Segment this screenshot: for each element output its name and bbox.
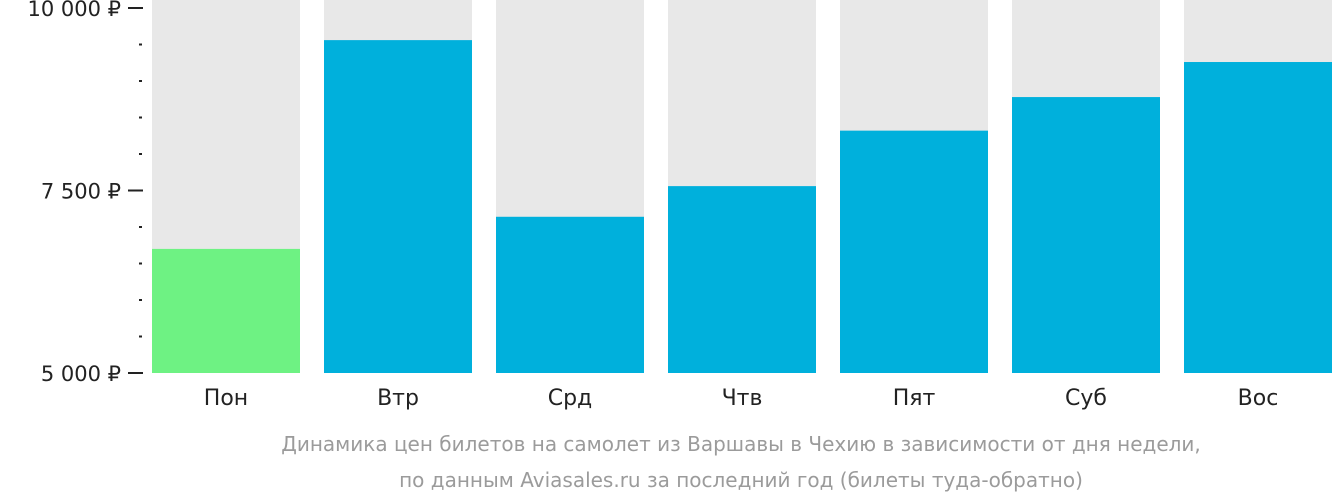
x-tick-label: Вос	[1238, 386, 1279, 411]
x-tick-label: Суб	[1065, 386, 1107, 411]
bar-3	[496, 216, 644, 373]
bar-7	[1184, 62, 1332, 374]
bar-5	[840, 130, 988, 373]
x-tick-label: Пят	[893, 386, 936, 411]
chart-caption-line-1: Динамика цен билетов на самолет из Варша…	[281, 432, 1201, 456]
y-tick-label: 5 000 ₽	[41, 362, 121, 386]
bar-6	[1012, 97, 1160, 373]
chart-plot: 5 000 ₽ 7 500 ₽ 10 000 ₽ Пон Втр Срд Чтв Пят Суб…	[27, 0, 1332, 411]
bar-1	[152, 248, 300, 373]
chart-caption-line-2: по данным Aviasales.ru за последний год …	[399, 468, 1083, 492]
y-tick-label: 7 500 ₽	[41, 180, 121, 204]
x-tick-label: Пон	[204, 386, 248, 411]
x-tick-label: Срд	[548, 386, 593, 411]
x-tick-label: Чтв	[722, 386, 763, 411]
y-tick-label: 10 000 ₽	[27, 0, 121, 21]
bar-2	[324, 40, 472, 374]
bar-4	[668, 186, 816, 373]
x-tick-label: Втр	[377, 386, 419, 411]
